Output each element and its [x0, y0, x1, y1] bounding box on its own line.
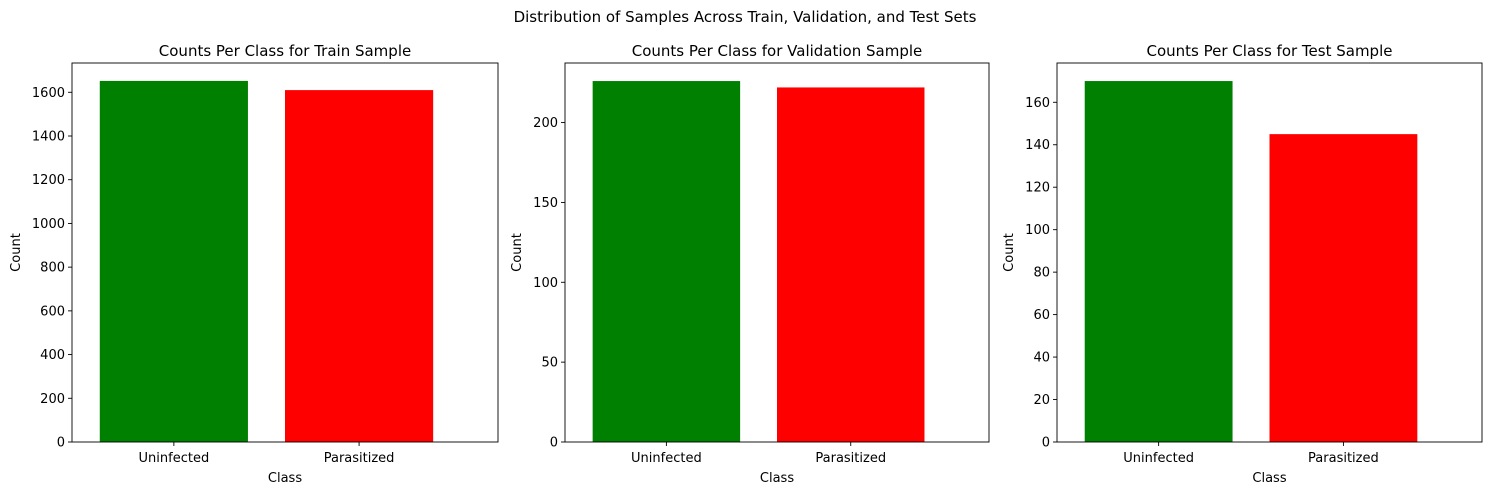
test-x-axis-label: Class — [1252, 471, 1286, 486]
test-ytick-label: 120 — [1025, 181, 1050, 196]
figure-suptitle: Distribution of Samples Across Train, Va… — [514, 8, 977, 26]
train-xtick-label: Parasitized — [324, 451, 395, 466]
train-ytick-label: 800 — [40, 261, 65, 276]
train-bar-parasitized — [285, 90, 434, 442]
validation-ytick-label: 0 — [550, 436, 558, 451]
train-ytick-label: 1200 — [32, 173, 65, 188]
test-ytick-label: 60 — [1033, 308, 1050, 323]
validation-ytick-label: 50 — [541, 356, 558, 371]
train-ytick-label: 1000 — [32, 217, 65, 232]
test-ytick-label: 80 — [1033, 266, 1050, 281]
validation-ytick-label: 200 — [533, 116, 558, 131]
train-ytick-label: 600 — [40, 304, 65, 319]
train-chart-title: Counts Per Class for Train Sample — [159, 42, 411, 60]
validation-bar-uninfected — [592, 81, 741, 443]
train-axes-frame — [71, 62, 499, 443]
test-xtick-label: Parasitized — [1308, 451, 1379, 466]
validation-chart: 0 50 100 150 200 Uninfected Parasitized Counts … — [510, 42, 990, 486]
test-xtick-label: Uninfected — [1123, 451, 1194, 466]
validation-y-axis-label: Count — [510, 233, 525, 272]
train-ytick-label: 400 — [40, 348, 65, 363]
test-bar-parasitized — [1269, 134, 1418, 442]
validation-xtick-label: Uninfected — [631, 451, 702, 466]
test-chart-title: Counts Per Class for Test Sample — [1147, 42, 1393, 60]
train-ytick-label: 0 — [57, 436, 65, 451]
train-chart: 0 200 400 600 800 1000 1200 1400 1600 Uninfected P… — [9, 42, 499, 486]
train-bar-uninfected — [99, 80, 248, 443]
validation-axes-frame — [564, 62, 990, 443]
validation-ytick-label: 150 — [533, 196, 558, 211]
test-ytick-label: 140 — [1025, 138, 1050, 153]
validation-ytick-label: 100 — [533, 276, 558, 291]
train-ytick-label: 1400 — [32, 130, 65, 145]
train-ytick-label: 200 — [40, 392, 65, 407]
test-ytick-label: 100 — [1025, 223, 1050, 238]
train-x-axis-label: Class — [268, 471, 302, 486]
test-bar-uninfected — [1084, 81, 1233, 443]
test-axes-frame — [1056, 62, 1483, 443]
test-ytick-label: 40 — [1033, 351, 1050, 366]
train-xtick-label: Uninfected — [139, 451, 210, 466]
test-ytick-label: 160 — [1025, 96, 1050, 111]
test-chart: 0 20 40 60 80 100 120 140 160 Uninfected Parasitiz… — [1002, 42, 1483, 486]
validation-xtick-label: Parasitized — [815, 451, 886, 466]
validation-x-axis-label: Class — [760, 471, 794, 486]
test-ytick-label: 0 — [1042, 436, 1050, 451]
test-ytick-label: 20 — [1033, 393, 1050, 408]
validation-chart-title: Counts Per Class for Validation Sample — [632, 42, 923, 60]
validation-bar-parasitized — [777, 87, 925, 442]
train-ytick-label: 1600 — [32, 86, 65, 101]
test-y-axis-label: Count — [1002, 233, 1017, 272]
train-y-axis-label: Count — [9, 233, 24, 272]
